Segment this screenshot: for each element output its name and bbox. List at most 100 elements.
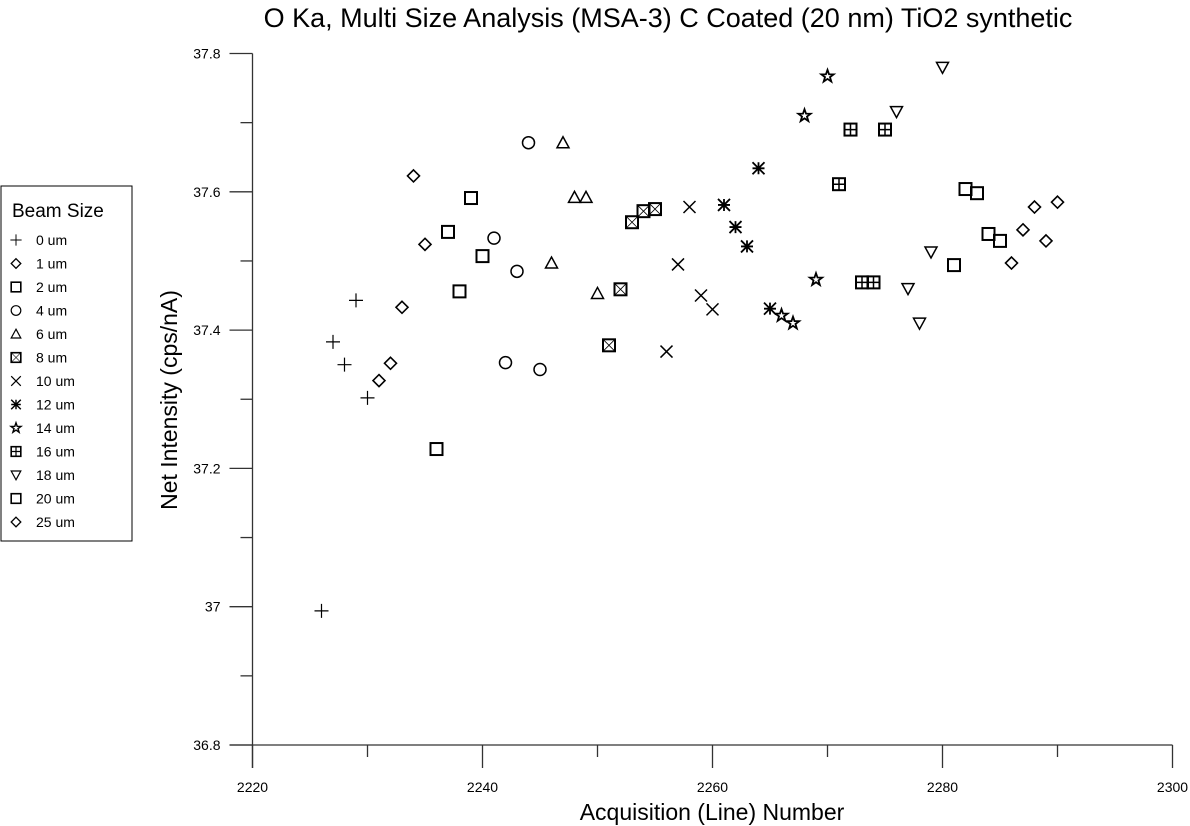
data-point (795, 106, 814, 124)
data-point (625, 215, 639, 230)
marker-square (475, 249, 490, 264)
marker-triangle-up (567, 189, 582, 204)
legend-label: 18 um (36, 467, 75, 483)
marker-asterisk (10, 399, 22, 410)
y-tick-label: 37.2 (193, 460, 220, 476)
data-point (981, 226, 996, 241)
marker-circle (521, 135, 536, 150)
marker-circle (533, 362, 547, 377)
axes: 36.8 37 37.2 37.4 37.6 37.8 2220 2240 2260 2280 23… (193, 46, 1188, 796)
data-point (947, 258, 961, 273)
marker-diamond (417, 237, 433, 252)
marker-square (10, 492, 22, 505)
y-tick-label: 36.8 (193, 737, 220, 753)
marker-plus (349, 293, 363, 308)
data-point (578, 189, 594, 204)
marker-star (8, 420, 24, 434)
marker-diamond (10, 257, 22, 270)
legend-marker (10, 305, 22, 316)
legend-label: 10 um (36, 373, 75, 389)
marker-star (784, 313, 802, 331)
marker-plus-inner (856, 276, 868, 289)
marker-x (682, 200, 697, 214)
data-point (510, 264, 524, 279)
x-axis-label: Acquisition (Line) Number (580, 799, 845, 825)
data-point (889, 105, 904, 120)
marker-x-inner (648, 202, 662, 216)
marker-diamond (1004, 255, 1019, 271)
data-point (648, 202, 662, 217)
marker-triangle-up (578, 189, 594, 204)
data-point (533, 362, 547, 377)
marker-asterisk (763, 302, 777, 316)
legend-label: 0 um (36, 232, 67, 248)
marker-diamond (1015, 222, 1031, 237)
marker-diamond (371, 373, 387, 388)
data-point (1050, 195, 1065, 210)
legend-marker (10, 351, 22, 364)
marker-x (659, 345, 674, 359)
marker-square (10, 351, 22, 364)
marker-triangle-down (900, 282, 916, 297)
legend-label: 8 um (36, 350, 67, 366)
legend-marker (10, 375, 22, 387)
legend-label: 1 um (36, 256, 67, 272)
chart-title: O Ka, Multi Size Analysis (MSA-3) C Coat… (264, 3, 1073, 33)
data-point (360, 390, 375, 405)
marker-plus-inner (833, 178, 845, 191)
marker-plus (10, 234, 22, 246)
data-point (590, 285, 605, 300)
marker-square (429, 442, 444, 457)
y-axis-label: Net Intensity (cps/nA) (156, 290, 182, 510)
marker-square (993, 233, 1007, 248)
marker-diamond (406, 168, 421, 184)
marker-square (10, 281, 22, 293)
data-point (602, 338, 616, 353)
x-tick-label: 2260 (697, 779, 728, 795)
marker-square (981, 226, 996, 241)
marker-square (452, 284, 467, 299)
marker-square (613, 282, 628, 297)
data-point (567, 189, 582, 204)
marker-diamond (1027, 199, 1042, 215)
data-point (464, 191, 478, 206)
data-point (383, 356, 398, 371)
marker-circle (487, 231, 501, 245)
marker-x (10, 375, 22, 387)
data-point (935, 61, 950, 75)
legend-title: Beam Size (12, 201, 104, 222)
data-point (417, 237, 433, 252)
x-tick-label: 2240 (467, 779, 498, 795)
data-point (993, 233, 1007, 248)
data-point (717, 198, 731, 212)
data-point (613, 282, 628, 297)
marker-diamond (1038, 233, 1054, 249)
marker-x-inner (625, 215, 639, 229)
data-point (900, 282, 916, 297)
marker-asterisk (740, 239, 754, 254)
marker-square (958, 182, 973, 197)
marker-plus-inner (879, 123, 891, 136)
data-point (832, 177, 846, 192)
x-tick-label: 2280 (927, 779, 958, 795)
data-point (878, 122, 892, 137)
marker-plus-inner (867, 276, 880, 289)
marker-x-inner (614, 283, 627, 296)
marker-square (648, 202, 662, 217)
marker-diamond (10, 516, 22, 528)
legend-label: 20 um (36, 491, 75, 507)
marker-triangle-down (912, 317, 927, 331)
x-tick-label: 2300 (1157, 779, 1188, 795)
data-point (763, 302, 777, 316)
legend-marker (10, 234, 22, 246)
data-point (1015, 222, 1031, 237)
marker-triangle-up (544, 255, 559, 269)
data-point (682, 200, 697, 214)
marker-x (671, 257, 685, 271)
legend-label: 12 um (36, 397, 75, 413)
data-point (475, 249, 490, 264)
marker-plus (314, 603, 329, 618)
legend-marker (10, 445, 22, 458)
marker-circle (498, 355, 513, 370)
marker-star (818, 67, 837, 84)
